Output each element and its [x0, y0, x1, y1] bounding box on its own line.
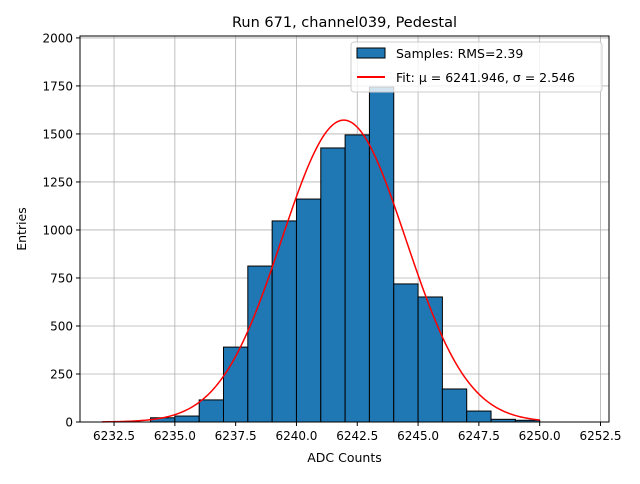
histogram-bar [271, 220, 297, 423]
x-tick-label: 6242.5 [336, 429, 378, 443]
histogram-bar [466, 410, 492, 423]
y-tick-label: 2000 [42, 31, 73, 45]
y-tick-label: 1250 [42, 175, 73, 189]
histogram-bar [320, 147, 346, 423]
x-tick-label: 6250.0 [519, 429, 561, 443]
y-tick-label: 750 [50, 271, 73, 285]
y-tick-label: 0 [65, 416, 73, 430]
x-tick-label: 6237.5 [215, 429, 257, 443]
fit-curve [101, 119, 540, 423]
x-tick-label: 6245.0 [397, 429, 439, 443]
histogram-bar [417, 296, 443, 423]
plot-frame [79, 35, 610, 423]
y-tick-label: 500 [50, 319, 73, 333]
histogram-bar [368, 86, 395, 423]
x-tick-label: 6252.5 [579, 429, 621, 443]
chart-title: Run 671, channel039, Pedestal [232, 15, 457, 31]
histogram-bar [174, 415, 200, 423]
x-axis-label: ADC Counts [307, 450, 382, 465]
histogram-bar [295, 198, 322, 423]
y-tick-label: 1000 [42, 223, 73, 237]
y-tick-label: 1500 [42, 127, 73, 141]
histogram-bar [441, 388, 468, 423]
x-tick-label: 6232.5 [93, 429, 135, 443]
legend-label-fit: Fit: μ = 6241.946, σ = 2.546 [396, 70, 575, 85]
x-axis-ticks: 6232.5 6235.0 6237.5 6240.0 6242.5 6245.0 6247… [93, 422, 621, 443]
histogram-bars [150, 86, 541, 423]
x-tick-label: 6235.0 [154, 429, 196, 443]
y-axis-ticks: 0 250 500 750 1000 1250 1500 1750 2000 [42, 31, 80, 430]
legend-swatch-samples [356, 47, 386, 59]
histogram-bar [393, 283, 419, 423]
x-tick-label: 6240.0 [275, 429, 317, 443]
histogram-bar [198, 399, 224, 423]
histogram-bar [222, 346, 249, 423]
y-axis-label: Entries [14, 207, 29, 251]
y-tick-label: 250 [50, 367, 73, 381]
histogram-bar [247, 265, 273, 423]
legend: Samples: RMS=2.39 Fit: μ = 6241.946, σ =… [350, 41, 603, 93]
legend-label-samples: Samples: RMS=2.39 [396, 46, 523, 61]
histogram-bar [344, 134, 370, 423]
y-tick-label: 1750 [42, 79, 73, 93]
legend-box [350, 41, 603, 93]
x-tick-label: 6247.5 [458, 429, 500, 443]
